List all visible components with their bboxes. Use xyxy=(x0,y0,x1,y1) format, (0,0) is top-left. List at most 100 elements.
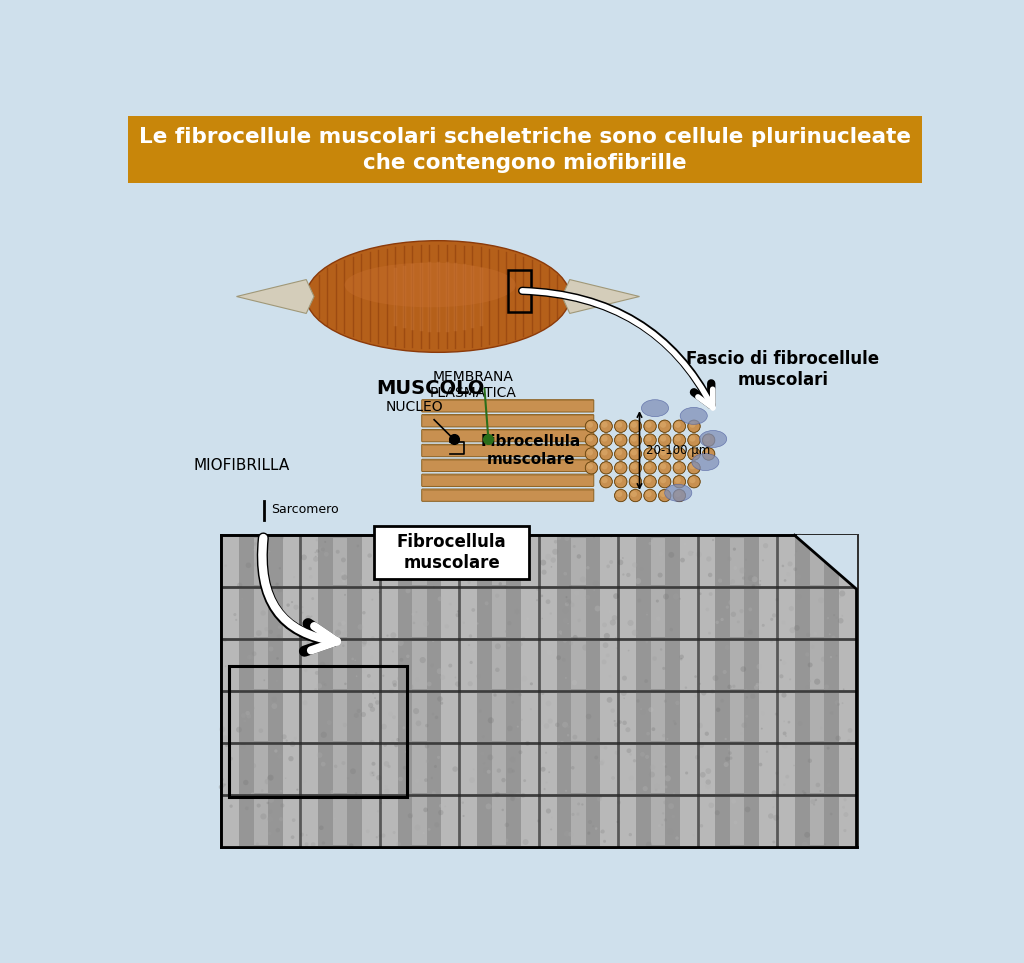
Bar xyxy=(397,796,441,846)
Bar xyxy=(460,743,539,795)
Circle shape xyxy=(556,655,561,660)
Circle shape xyxy=(706,779,711,785)
Circle shape xyxy=(449,539,453,542)
Circle shape xyxy=(219,785,223,790)
Circle shape xyxy=(648,542,652,545)
Circle shape xyxy=(426,760,429,763)
Circle shape xyxy=(658,434,671,446)
Circle shape xyxy=(547,649,552,655)
Circle shape xyxy=(554,540,557,543)
Circle shape xyxy=(594,756,598,760)
Circle shape xyxy=(600,760,605,765)
Circle shape xyxy=(752,576,758,583)
Circle shape xyxy=(601,660,606,664)
Circle shape xyxy=(547,830,550,833)
Circle shape xyxy=(837,792,840,794)
Circle shape xyxy=(413,621,416,624)
Circle shape xyxy=(597,741,599,743)
Circle shape xyxy=(768,814,773,819)
Circle shape xyxy=(624,697,625,699)
Circle shape xyxy=(432,792,435,795)
Circle shape xyxy=(267,816,273,822)
Circle shape xyxy=(474,846,476,848)
Circle shape xyxy=(480,752,484,756)
Circle shape xyxy=(673,593,679,600)
Circle shape xyxy=(658,743,662,746)
Circle shape xyxy=(428,828,431,831)
Circle shape xyxy=(699,824,703,827)
Circle shape xyxy=(829,813,833,816)
Ellipse shape xyxy=(345,263,516,307)
Circle shape xyxy=(455,682,461,687)
Circle shape xyxy=(268,832,271,835)
Bar xyxy=(795,588,839,638)
Circle shape xyxy=(587,422,593,428)
Circle shape xyxy=(375,700,380,705)
Circle shape xyxy=(584,587,587,590)
Circle shape xyxy=(665,775,671,781)
Circle shape xyxy=(370,656,374,660)
Circle shape xyxy=(730,583,731,585)
Circle shape xyxy=(420,657,426,664)
Circle shape xyxy=(372,599,374,601)
Circle shape xyxy=(384,761,389,767)
Circle shape xyxy=(433,625,435,627)
Circle shape xyxy=(398,777,402,781)
Circle shape xyxy=(629,489,642,502)
Circle shape xyxy=(398,725,402,729)
Bar xyxy=(571,589,586,637)
Circle shape xyxy=(455,677,457,679)
Bar xyxy=(239,536,283,586)
Circle shape xyxy=(495,541,497,544)
Ellipse shape xyxy=(665,484,692,502)
Circle shape xyxy=(829,656,833,659)
Circle shape xyxy=(408,813,413,819)
Circle shape xyxy=(688,551,693,556)
Circle shape xyxy=(644,434,656,446)
Circle shape xyxy=(420,579,425,584)
Circle shape xyxy=(689,477,695,483)
Circle shape xyxy=(775,713,778,716)
Circle shape xyxy=(296,789,298,791)
Circle shape xyxy=(658,476,671,488)
Circle shape xyxy=(369,683,375,689)
Circle shape xyxy=(394,535,397,538)
Circle shape xyxy=(826,617,829,619)
Circle shape xyxy=(675,422,681,428)
Circle shape xyxy=(689,450,695,455)
Circle shape xyxy=(456,613,460,617)
Circle shape xyxy=(522,839,528,845)
Circle shape xyxy=(256,843,259,846)
Circle shape xyxy=(634,690,636,692)
Circle shape xyxy=(379,591,381,593)
Text: Le fibrocellule muscolari scheletriche sono cellule plurinucleate: Le fibrocellule muscolari scheletriche s… xyxy=(139,127,910,147)
Circle shape xyxy=(794,625,800,631)
Bar xyxy=(697,587,777,639)
Bar xyxy=(492,745,506,793)
Circle shape xyxy=(229,757,232,761)
Circle shape xyxy=(831,571,837,576)
Circle shape xyxy=(855,788,858,791)
Circle shape xyxy=(785,774,790,779)
Circle shape xyxy=(416,678,419,682)
Circle shape xyxy=(407,564,410,567)
Circle shape xyxy=(690,541,692,543)
Circle shape xyxy=(318,547,324,552)
Circle shape xyxy=(616,463,623,469)
Circle shape xyxy=(658,489,671,502)
Bar xyxy=(697,535,777,587)
Circle shape xyxy=(224,784,226,785)
Circle shape xyxy=(341,630,347,637)
Circle shape xyxy=(261,790,263,793)
Circle shape xyxy=(225,743,228,747)
Circle shape xyxy=(650,765,655,769)
Circle shape xyxy=(566,599,571,605)
Circle shape xyxy=(474,584,477,587)
Circle shape xyxy=(606,564,610,568)
Circle shape xyxy=(701,690,707,695)
Circle shape xyxy=(546,781,548,784)
Circle shape xyxy=(260,573,265,578)
Circle shape xyxy=(588,820,592,824)
Circle shape xyxy=(316,554,319,556)
Circle shape xyxy=(567,734,569,737)
